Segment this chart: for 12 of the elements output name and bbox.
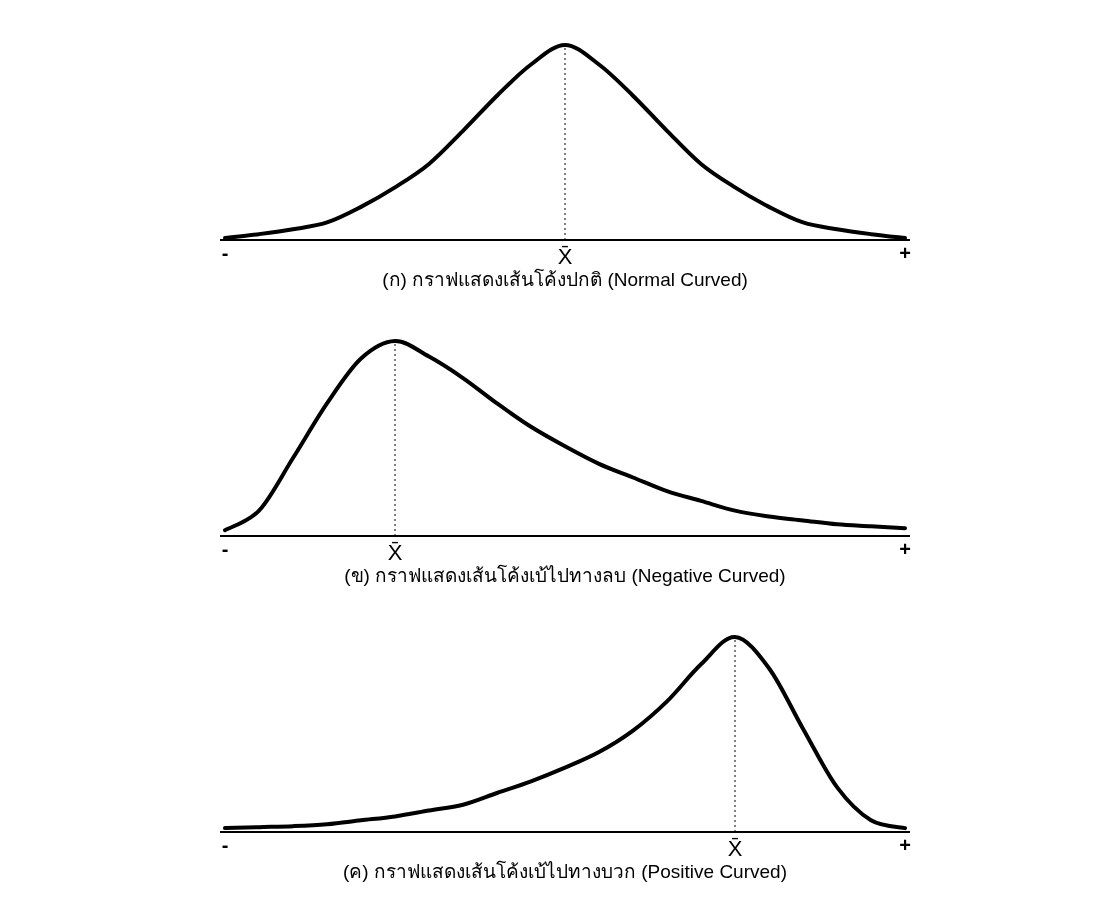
x-tick-label: -: [221, 834, 229, 856]
text: (ข) กราฟแสดงเส้นโค้งเบ้ไปทางลบ (Negative Curved): [344, 564, 786, 586]
text: (ค) กราฟแสดงเส้นโค้งเบ้ไปทางบวก (Positive Curved): [343, 860, 787, 882]
text: (ก) กราฟแสดงเส้นโค้งปกติ (Normal Curved): [382, 268, 748, 290]
x-tick-label: X̄: [557, 244, 573, 269]
x-tick-label: +: [899, 834, 911, 856]
x-tick-label: +: [899, 538, 911, 560]
x-tick-label: X̄: [387, 540, 403, 565]
x-tick-label: +: [899, 242, 911, 264]
x-tick-label: -: [221, 242, 229, 264]
x-tick-label: -: [221, 538, 229, 560]
x-tick-label: X̄: [727, 836, 743, 861]
